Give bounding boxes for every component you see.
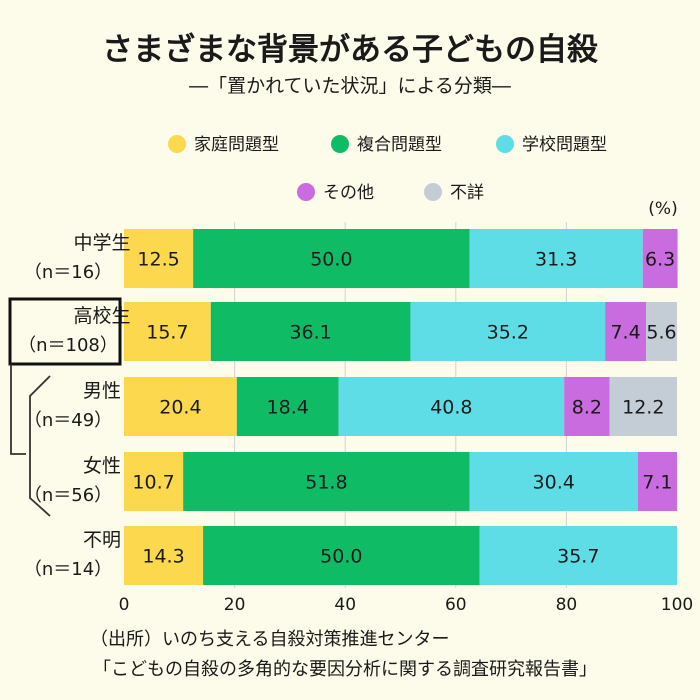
x-tick-0: 0 bbox=[119, 595, 130, 615]
category-labels: 中学生 （n＝16） 高校生 （n＝108） 男性 （n＝49） 女性 （n＝56） 不明 （n＝… bbox=[8, 232, 131, 580]
value-label-r5-s3: 35.7 bbox=[557, 546, 599, 568]
category-n-4: （n＝56） bbox=[24, 485, 112, 506]
category-n-1: （n＝16） bbox=[24, 262, 112, 283]
x-tick-60: 60 bbox=[445, 595, 467, 615]
chart-title: さまざまな背景がある子どもの自殺 bbox=[102, 32, 599, 68]
x-tick-20: 20 bbox=[224, 595, 246, 615]
legend-swatch-4 bbox=[297, 183, 315, 201]
bar-r1-s3 bbox=[469, 229, 643, 288]
legend-label-4: その他 bbox=[323, 183, 374, 203]
legend-label-3: 学校問題型 bbox=[522, 135, 607, 155]
x-axis-ticks: 0 20 40 60 80 100 bbox=[119, 595, 694, 615]
unit-label: (%) bbox=[648, 199, 677, 219]
bar-r3-s3 bbox=[338, 377, 565, 436]
bar-r2-s3 bbox=[410, 302, 606, 361]
x-tick-100: 100 bbox=[661, 595, 693, 615]
value-label-r3-s1: 20.4 bbox=[159, 397, 201, 419]
legend-label-2: 複合問題型 bbox=[357, 135, 442, 155]
value-label-r3-s4: 8.2 bbox=[572, 397, 602, 419]
bar-r1-s2 bbox=[193, 229, 470, 288]
bar-r2-s4 bbox=[605, 302, 647, 361]
bar-r2-s1 bbox=[124, 302, 211, 361]
bar-r5-s2 bbox=[203, 526, 480, 585]
bar-r3-s1 bbox=[124, 377, 237, 436]
value-label-r4-s3: 30.4 bbox=[533, 472, 575, 494]
value-label-r1-s2: 50.0 bbox=[310, 249, 352, 271]
category-label-3: 男性 bbox=[83, 380, 121, 402]
category-n-2: （n＝108） bbox=[18, 335, 118, 356]
category-label-4: 女性 bbox=[83, 455, 121, 477]
value-label-r3-s5: 12.2 bbox=[622, 397, 664, 419]
value-label-r3-s2: 18.4 bbox=[267, 397, 309, 419]
value-label-r2-s2: 36.1 bbox=[289, 322, 331, 344]
bar-r4-s4 bbox=[637, 452, 677, 511]
legend-swatch-1 bbox=[168, 135, 186, 153]
value-label-r5-s1: 14.3 bbox=[142, 546, 184, 568]
bar-r2-s5 bbox=[646, 302, 677, 361]
value-label-r1-s1: 12.5 bbox=[137, 249, 179, 271]
value-label-r5-s2: 50.0 bbox=[320, 546, 362, 568]
value-label-r2-s4: 7.4 bbox=[610, 322, 640, 344]
category-n-3: （n＝49） bbox=[24, 410, 112, 431]
value-label-r1-s4: 6.3 bbox=[645, 249, 675, 271]
bar-r4-s2 bbox=[183, 452, 470, 511]
bar-r5-s3 bbox=[479, 526, 677, 585]
bar-r4-s1 bbox=[124, 452, 184, 511]
value-label-r2-s3: 35.2 bbox=[487, 322, 529, 344]
bar-r3-s5 bbox=[609, 377, 677, 436]
category-n-5: （n＝14） bbox=[24, 559, 112, 580]
x-tick-80: 80 bbox=[556, 595, 578, 615]
bracket-connector bbox=[10, 364, 26, 455]
legend-swatch-5 bbox=[424, 183, 442, 201]
category-label-1: 中学生 bbox=[73, 232, 130, 254]
value-label-r1-s3: 31.3 bbox=[535, 249, 577, 271]
legend-swatch-3 bbox=[496, 135, 514, 153]
highlight-box bbox=[8, 297, 122, 366]
bars: 12.5 50.0 31.3 6.3 15.7 36.1 35.2 7.4 5.6 20.4 18.… bbox=[124, 229, 678, 585]
value-label-r2-s1: 15.7 bbox=[146, 322, 188, 344]
category-label-5: 不明 bbox=[83, 529, 121, 551]
value-label-r4-s2: 51.8 bbox=[305, 472, 347, 494]
value-label-r4-s1: 10.7 bbox=[132, 472, 174, 494]
source-line-1: （出所）いのち支える自殺対策推進センター bbox=[90, 629, 449, 650]
bar-r3-s2 bbox=[236, 377, 339, 436]
bar-r5-s1 bbox=[124, 526, 204, 585]
legend-label-5: 不詳 bbox=[450, 183, 484, 203]
bar-r2-s2 bbox=[210, 302, 411, 361]
value-label-r3-s3: 40.8 bbox=[430, 397, 472, 419]
chart-subtitle: ―「置かれていた状況」による分類― bbox=[189, 75, 511, 97]
bar-r3-s4 bbox=[564, 377, 610, 436]
bar-r1-s1 bbox=[124, 229, 194, 288]
legend-swatch-2 bbox=[331, 135, 349, 153]
x-tick-40: 40 bbox=[334, 595, 356, 615]
bar-r4-s3 bbox=[469, 452, 638, 511]
source-line-2: 「こどもの自殺の多角的な要因分析に関する調査研究報告書」 bbox=[93, 659, 597, 680]
legend-label-1: 家庭問題型 bbox=[194, 135, 279, 155]
bracket-subgroup bbox=[29, 375, 51, 517]
value-label-r2-s5: 5.6 bbox=[646, 322, 676, 344]
category-label-2: 高校生 bbox=[73, 305, 130, 327]
bar-r1-s4 bbox=[642, 229, 678, 288]
value-label-r4-s4: 7.1 bbox=[642, 472, 672, 494]
